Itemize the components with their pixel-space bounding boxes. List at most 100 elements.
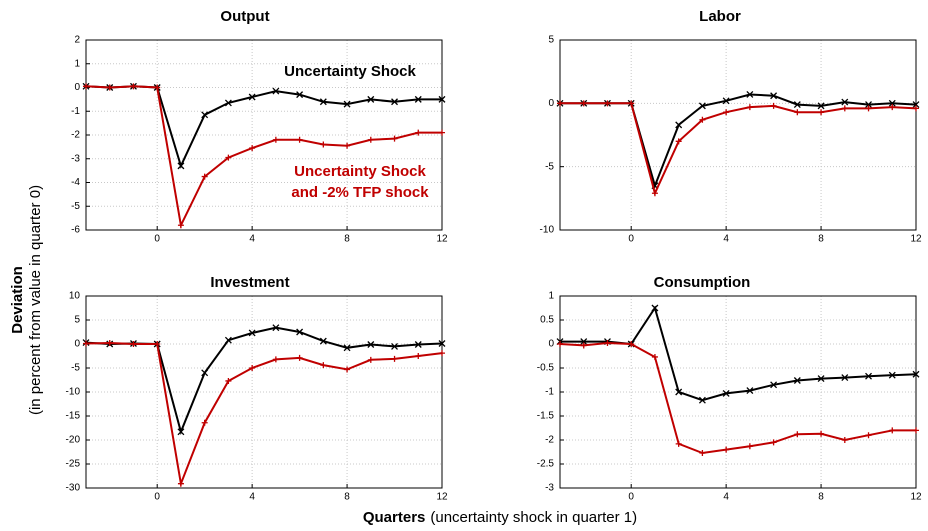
point-marker — [580, 100, 587, 107]
point-marker — [201, 419, 208, 426]
y-tick-label: 0 — [74, 339, 80, 350]
point-marker — [699, 449, 706, 456]
point-marker — [793, 377, 801, 384]
point-marker — [888, 371, 896, 379]
x-tick-label: 8 — [818, 492, 824, 503]
point-marker — [296, 136, 303, 143]
plot-frame — [559, 295, 917, 489]
point-marker — [177, 480, 184, 487]
point-marker — [723, 446, 730, 453]
x-tick-label: 8 — [344, 492, 350, 503]
point-marker — [841, 437, 848, 443]
y-tick-label: -2 — [71, 130, 80, 141]
point-marker — [296, 354, 303, 361]
x-tick-label: 4 — [723, 234, 729, 245]
point-marker — [746, 387, 754, 395]
point-marker — [343, 344, 351, 352]
y-tick-label: -5 — [545, 161, 554, 172]
y-tick-label: -0.5 — [537, 363, 555, 374]
point-marker — [391, 342, 398, 350]
point-marker — [154, 84, 161, 91]
y-tick-label: -25 — [66, 459, 81, 470]
annotation: and -2% TFP shock — [291, 184, 429, 201]
y-tick-label: -15 — [66, 411, 81, 422]
point-marker — [130, 83, 137, 90]
point-marker — [722, 97, 730, 105]
point-marker — [106, 84, 113, 91]
point-marker — [865, 105, 872, 112]
y-tick-label: 0 — [548, 98, 554, 109]
subplot-title: Consumption — [654, 274, 751, 291]
x-tick-label: 4 — [249, 234, 255, 245]
point-marker — [130, 341, 137, 347]
subplot-title: Output — [220, 8, 269, 25]
point-marker — [675, 121, 683, 129]
point-marker — [415, 129, 422, 136]
point-marker — [770, 381, 778, 389]
y-tick-label: -30 — [66, 483, 81, 494]
point-marker — [414, 95, 422, 103]
plot-area — [560, 40, 916, 230]
y-tick-label: 1 — [74, 58, 80, 69]
y-tick-label: -6 — [71, 225, 80, 236]
point-marker — [367, 341, 375, 348]
point-marker — [177, 222, 184, 229]
point-marker — [439, 129, 445, 136]
point-marker — [367, 356, 374, 363]
x-tick-label: 0 — [628, 492, 634, 503]
point-marker — [699, 116, 706, 123]
point-marker — [698, 396, 706, 404]
y-tick-label: -10 — [540, 225, 555, 236]
point-marker — [344, 366, 351, 373]
y-tick-label: 1 — [548, 291, 554, 302]
point-marker — [83, 340, 89, 347]
point-marker — [367, 95, 375, 103]
y-tick-label: -1 — [71, 106, 80, 117]
y-tick-label: 5 — [548, 35, 554, 46]
plot-frame — [559, 39, 917, 231]
point-marker — [746, 104, 753, 111]
point-marker — [723, 109, 730, 116]
x-tick-label: 12 — [910, 234, 922, 245]
point-marker — [675, 388, 683, 396]
point-marker — [793, 101, 801, 109]
point-marker — [912, 370, 920, 378]
point-marker — [770, 439, 777, 446]
point-marker — [651, 353, 658, 360]
y-tick-label: -3 — [545, 483, 554, 494]
point-marker — [296, 328, 304, 336]
point-marker — [201, 369, 209, 377]
point-marker — [201, 173, 208, 180]
point-marker — [106, 340, 113, 347]
point-marker — [249, 365, 256, 371]
y-tick-label: -4 — [71, 177, 80, 188]
point-marker — [770, 92, 778, 100]
point-marker — [746, 91, 754, 98]
y-tick-label: -2.5 — [537, 459, 555, 470]
point-marker — [414, 341, 422, 348]
point-marker — [889, 104, 896, 111]
y-tick-label: -10 — [66, 387, 81, 398]
point-marker — [225, 154, 232, 161]
x-label-main: Quarters — [363, 509, 426, 526]
point-marker — [415, 353, 422, 359]
point-marker — [391, 355, 398, 362]
point-marker — [83, 83, 89, 90]
x-tick-label: 12 — [436, 492, 448, 503]
x-label: Quarters (uncertainty shock in quarter 1) — [363, 509, 637, 526]
point-marker — [841, 374, 849, 382]
point-marker — [628, 341, 635, 347]
point-marker — [889, 427, 896, 434]
point-marker — [818, 430, 825, 437]
point-marker — [320, 141, 327, 148]
y-tick-label: -5 — [71, 201, 80, 212]
point-marker — [818, 109, 825, 116]
plot-frame — [85, 295, 443, 489]
y-tick-label: -20 — [66, 435, 81, 446]
point-marker — [438, 340, 446, 347]
x-tick-label: 4 — [723, 492, 729, 503]
y-tick-label: -5 — [71, 363, 80, 374]
point-marker — [272, 136, 279, 143]
x-tick-label: 12 — [910, 492, 922, 503]
